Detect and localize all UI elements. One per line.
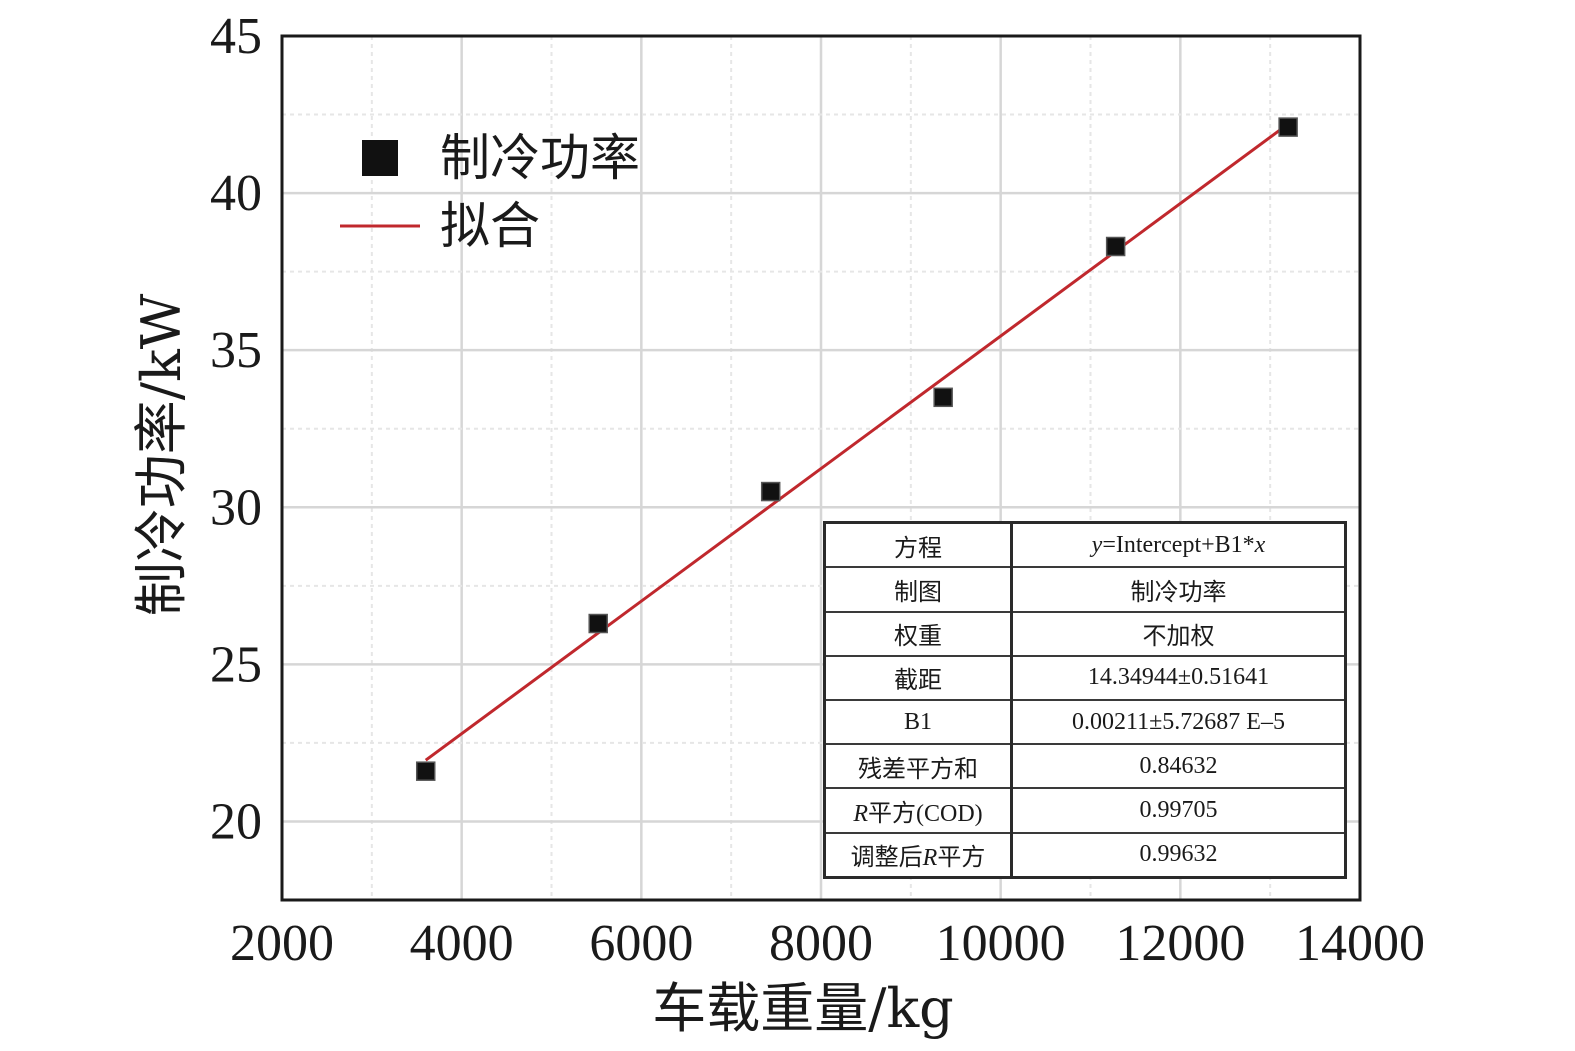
x-tick-label: 2000: [230, 915, 334, 972]
scatter-points: [415, 117, 1298, 781]
table-row: 制图 制冷功率: [823, 566, 1347, 613]
table-value: 0.99705: [1010, 787, 1347, 834]
x-tick-label: 14000: [1295, 915, 1425, 972]
table-key: B1: [823, 698, 1013, 746]
data-point: [933, 387, 953, 408]
table-value: 14.34944±0.51641: [1010, 654, 1347, 701]
y-tick-label: 45: [210, 8, 262, 65]
x-tick-label: 6000: [589, 915, 693, 972]
table-key: 残差平方和: [823, 743, 1013, 790]
table-row: 权重 不加权: [823, 610, 1347, 657]
y-tick-label: 25: [210, 636, 262, 693]
y-tick-label: 20: [210, 793, 262, 850]
data-point: [760, 481, 781, 502]
table-value: 0.99632: [1010, 831, 1347, 879]
table-value: 制冷功率: [1010, 566, 1347, 613]
table-key: R平方(COD): [823, 787, 1013, 834]
table-key: 制图: [823, 566, 1013, 613]
x-tick-label: 10000: [936, 915, 1066, 972]
table-value: 0.00211±5.72687 E–5: [1010, 698, 1347, 746]
table-row: B1 0.00211±5.72687 E–5: [823, 698, 1347, 746]
legend-label-series: 制冷功率: [440, 129, 640, 187]
y-tick-label: 35: [210, 322, 262, 379]
table-row: 截距 14.34944±0.51641: [823, 654, 1347, 701]
y-tick-label: 40: [210, 165, 262, 222]
legend: 制冷功率 拟合: [340, 129, 640, 255]
fit-line-group: [424, 122, 1290, 762]
x-tick-labels: 2000 4000 6000 8000 10000 12000 14000: [230, 915, 1425, 972]
plot-frame: [280, 34, 1362, 902]
data-point: [1105, 236, 1126, 257]
table-row: 调整后R平方 0.99632: [823, 831, 1347, 879]
table-row: R平方(COD) 0.99705: [823, 787, 1347, 834]
table-key: 调整后R平方: [823, 831, 1013, 879]
data-point: [1278, 117, 1298, 137]
fit-statistics-table: 方程 y=Intercept+B1*x 制图 制冷功率 权重 不加权 截距 14…: [823, 521, 1347, 879]
fit-line: [424, 122, 1290, 762]
table-value: 不加权: [1010, 610, 1347, 657]
x-tick-label: 8000: [769, 915, 873, 972]
table-row: 方程 y=Intercept+B1*x: [823, 521, 1347, 569]
table-key: 权重: [823, 610, 1013, 657]
y-tick-labels: 20 25 30 35 40 45: [210, 8, 262, 850]
legend-marker-square: [362, 140, 398, 176]
data-point: [415, 761, 436, 781]
data-point: [588, 613, 608, 634]
table-row: 残差平方和 0.84632: [823, 743, 1347, 790]
x-tick-label: 12000: [1115, 915, 1245, 972]
y-axis-title: 制冷功率/kW: [130, 293, 193, 616]
table-key: 方程: [823, 521, 1013, 569]
y-tick-label: 30: [210, 479, 262, 536]
table-value: 0.84632: [1010, 743, 1347, 790]
legend-label-fit: 拟合: [440, 197, 540, 255]
table-key: 截距: [823, 654, 1013, 701]
table-value: y=Intercept+B1*x: [1010, 521, 1347, 569]
x-tick-label: 4000: [410, 915, 514, 972]
x-axis-title: 车载重量/kg: [652, 977, 953, 1040]
